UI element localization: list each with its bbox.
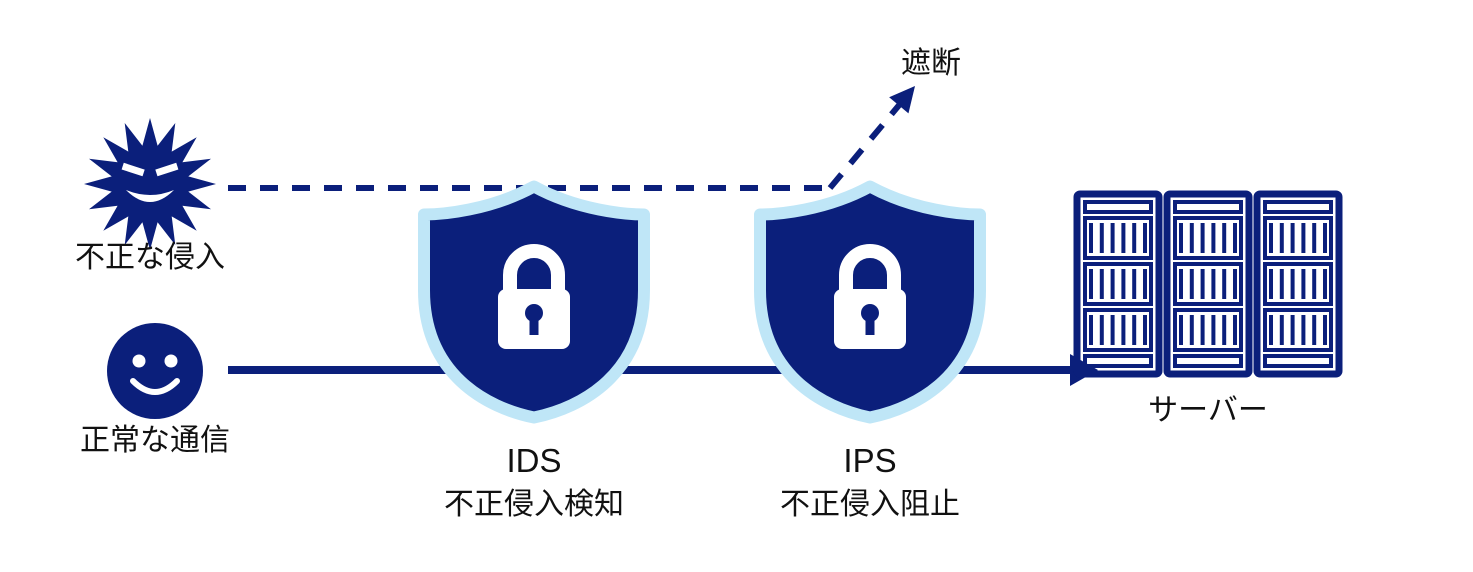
ips-title: IPS [843, 442, 896, 480]
diagram-stage: 不正な侵入 正常な通信 IDS 不正侵入検知 IPS 不正侵入阻止 遮断 サーバ… [0, 0, 1473, 572]
malware-label: 不正な侵入 [75, 232, 225, 276]
block-label: 遮断 [901, 38, 961, 82]
malware-icon [84, 118, 216, 250]
shield-ids-icon [424, 187, 644, 418]
normal-icon [107, 323, 203, 419]
normal-label: 正常な通信 [80, 415, 230, 459]
shield-ips-icon [760, 187, 980, 418]
ips-subtitle: 不正侵入阻止 [780, 479, 960, 523]
ids-subtitle: 不正侵入検知 [444, 479, 624, 523]
server-icon [1077, 194, 1339, 374]
server-label: サーバー [1148, 385, 1268, 429]
diagram-svg [0, 0, 1473, 572]
ids-title: IDS [506, 442, 561, 480]
